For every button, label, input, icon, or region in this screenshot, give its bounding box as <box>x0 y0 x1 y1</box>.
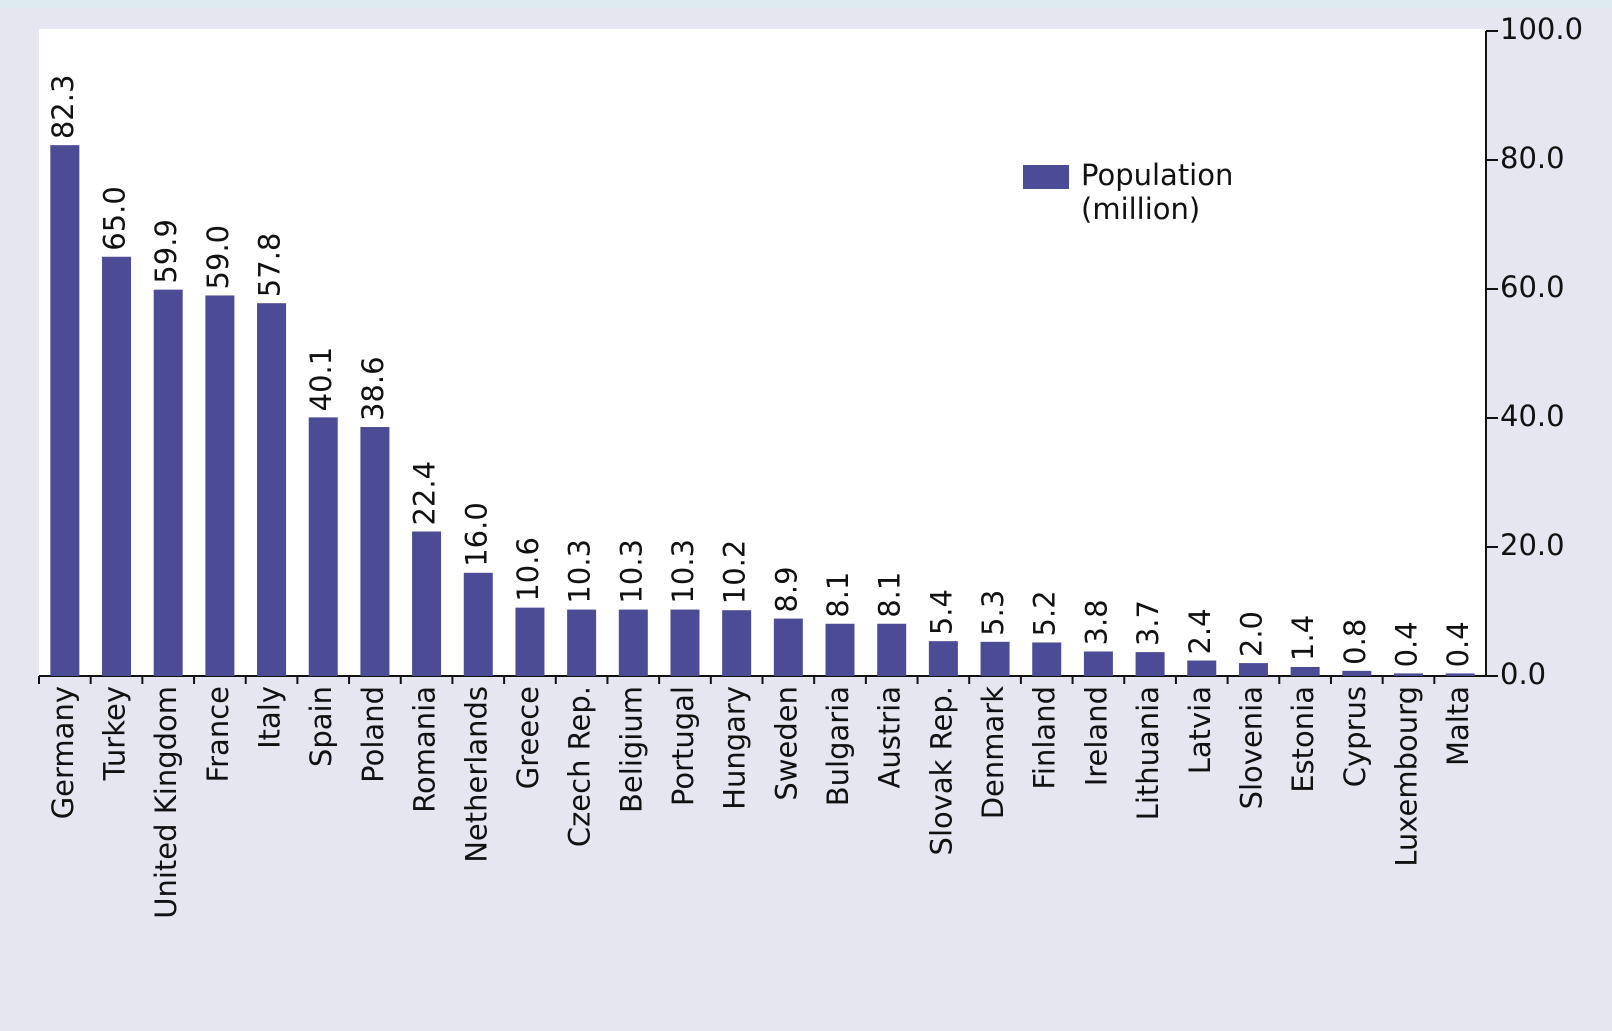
x-tick-label: Poland <box>356 686 390 783</box>
bar <box>773 618 803 676</box>
x-tick-label: Finland <box>1028 686 1062 790</box>
bar <box>205 295 235 676</box>
x-tick-label: Czech Rep. <box>563 686 597 847</box>
x-tick-label: Denmark <box>976 686 1010 819</box>
value-label: 10.3 <box>563 539 597 604</box>
value-label: 38.6 <box>356 356 390 421</box>
value-label: 10.3 <box>614 539 648 604</box>
bar <box>1238 663 1268 676</box>
value-label: 1.4 <box>1286 615 1320 661</box>
x-tick-label: Netherlands <box>459 686 493 863</box>
value-label: 82.3 <box>46 75 80 140</box>
value-label: 22.4 <box>408 461 442 526</box>
bar <box>257 303 287 676</box>
bar <box>1032 642 1062 676</box>
bar <box>1187 660 1217 676</box>
value-label: 10.2 <box>718 540 752 605</box>
x-tick-label: Italy <box>253 686 287 749</box>
bar <box>1135 652 1165 676</box>
value-label: 5.2 <box>1028 590 1062 636</box>
x-tick-label: Austria <box>873 686 907 788</box>
value-label: 57.8 <box>253 233 287 298</box>
x-tick-label: Hungary <box>718 686 752 810</box>
x-tick-label: Turkey <box>98 686 132 781</box>
bar <box>825 623 855 676</box>
x-tick-label: Greece <box>511 686 545 789</box>
bar <box>463 572 493 676</box>
bar <box>722 610 752 676</box>
value-label: 10.3 <box>666 539 700 604</box>
value-label: 59.9 <box>149 219 183 284</box>
plot-area <box>39 29 1486 677</box>
bar <box>618 609 648 676</box>
bar <box>50 145 80 677</box>
value-label: 3.8 <box>1079 599 1113 645</box>
value-label: 0.4 <box>1441 621 1475 667</box>
bar <box>670 609 700 676</box>
value-label: 8.1 <box>821 572 855 618</box>
value-label: 2.4 <box>1183 608 1217 654</box>
value-label: 10.6 <box>511 537 545 602</box>
x-tick-label: Malta <box>1441 686 1475 766</box>
x-tick-label: Cyprus <box>1338 686 1372 787</box>
value-label: 8.9 <box>769 566 803 612</box>
x-tick-label: Sweden <box>769 686 803 801</box>
value-label: 5.4 <box>924 589 958 635</box>
value-label: 65.0 <box>98 186 132 251</box>
x-tick-label: Slovenia <box>1234 686 1268 809</box>
x-tick-label: United Kingdom <box>149 686 183 919</box>
x-tick-label: Portugal <box>666 686 700 806</box>
value-label: 59.0 <box>201 225 235 290</box>
value-label: 40.1 <box>304 347 338 412</box>
bar <box>1342 670 1372 676</box>
x-tick-label: Luxembourg <box>1389 686 1423 867</box>
x-tick-label: Lithuania <box>1131 686 1165 820</box>
bar <box>1445 673 1475 676</box>
bar <box>567 609 597 676</box>
x-tick-label: Slovak Rep. <box>924 686 958 855</box>
legend-label: Population (million) <box>1081 158 1233 226</box>
legend-swatch <box>1023 165 1069 189</box>
x-tick-label: Ireland <box>1079 686 1113 786</box>
y-tick-label: 100.0 <box>1500 12 1583 46</box>
value-label: 2.0 <box>1234 611 1268 657</box>
y-tick-label: 80.0 <box>1500 141 1565 175</box>
x-tick-label: Beligium <box>614 686 648 813</box>
x-tick-label: Bulgaria <box>821 686 855 806</box>
x-tick-label: Latvia <box>1183 686 1217 774</box>
bar <box>980 641 1010 676</box>
bar <box>308 417 338 676</box>
value-label: 0.4 <box>1389 621 1423 667</box>
x-tick-label: Estonia <box>1286 686 1320 793</box>
bar <box>102 256 132 676</box>
value-label: 16.0 <box>459 502 493 567</box>
bar <box>1290 666 1320 676</box>
x-tick-label: Spain <box>304 686 338 767</box>
bar <box>928 641 958 676</box>
y-tick-label: 0.0 <box>1500 657 1546 691</box>
bar <box>1393 673 1423 676</box>
x-tick-label: Romania <box>408 686 442 813</box>
bar <box>515 607 545 676</box>
bar <box>412 531 442 676</box>
x-tick-label: Germany <box>46 686 80 819</box>
value-label: 0.8 <box>1338 619 1372 665</box>
y-tick-label: 40.0 <box>1500 399 1565 433</box>
bar <box>360 427 390 676</box>
top-border <box>0 0 1612 8</box>
value-label: 3.7 <box>1131 600 1165 646</box>
value-label: 8.1 <box>873 572 907 618</box>
y-tick-label: 60.0 <box>1500 270 1565 304</box>
bar <box>153 289 183 676</box>
x-tick-label: France <box>201 686 235 782</box>
y-tick-label: 20.0 <box>1500 528 1565 562</box>
bar <box>1083 651 1113 676</box>
value-label: 5.3 <box>976 590 1010 636</box>
bar <box>877 623 907 676</box>
